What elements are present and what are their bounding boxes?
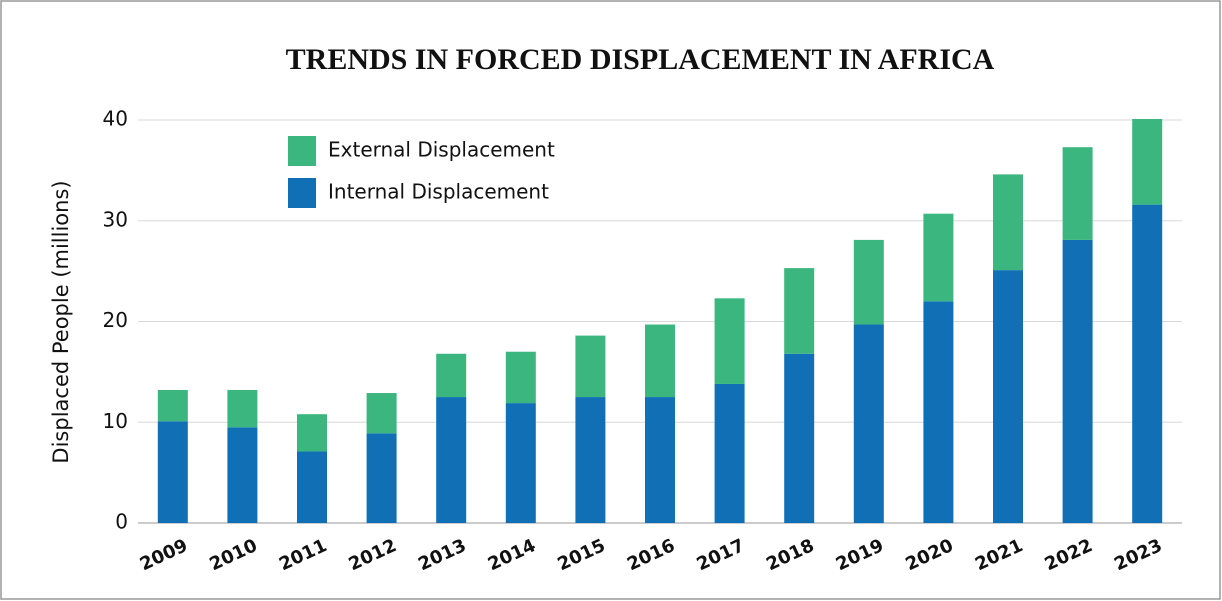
legend-label: External Displacement bbox=[328, 138, 555, 162]
bar-segment bbox=[714, 383, 745, 523]
bar-segment bbox=[575, 397, 606, 523]
bar-segment bbox=[714, 298, 745, 384]
bar-segment bbox=[1062, 147, 1093, 240]
bar-segment bbox=[993, 270, 1023, 523]
bar-segment bbox=[993, 174, 1023, 271]
bar-segment bbox=[297, 451, 327, 523]
bar-segment bbox=[645, 324, 675, 398]
y-tick-label: 0 bbox=[115, 510, 128, 534]
bar-segment bbox=[505, 403, 536, 523]
chart-title: TRENDS IN FORCED DISPLACEMENT IN AFRICA bbox=[286, 43, 995, 76]
bar-segment bbox=[436, 397, 467, 523]
bar-segment bbox=[227, 390, 258, 428]
legend-swatch bbox=[288, 136, 316, 166]
bar-segment bbox=[575, 335, 606, 398]
y-tick-label: 40 bbox=[103, 107, 128, 131]
bar-segment bbox=[157, 390, 188, 422]
y-axis-label: Displaced People (millions) bbox=[49, 180, 73, 463]
bar-segment bbox=[1132, 204, 1163, 523]
bar-segment bbox=[853, 324, 884, 523]
legend-label: Internal Displacement bbox=[328, 180, 549, 204]
bar-segment bbox=[923, 301, 954, 523]
y-tick-label: 10 bbox=[103, 409, 128, 433]
y-tick-label: 30 bbox=[103, 207, 128, 231]
bar-segment bbox=[227, 427, 258, 523]
bar-segment bbox=[297, 414, 327, 452]
bar-segment bbox=[784, 268, 815, 354]
bar-segment bbox=[645, 397, 675, 523]
legend-swatch bbox=[288, 178, 316, 208]
bar-segment bbox=[1062, 239, 1093, 523]
bar-segment bbox=[366, 433, 397, 523]
bar-segment bbox=[853, 239, 884, 325]
bar-segment bbox=[157, 421, 188, 523]
bar-segment bbox=[923, 213, 954, 302]
bar-segment bbox=[1132, 118, 1163, 205]
y-tick-label: 20 bbox=[103, 308, 128, 332]
bar-segment bbox=[784, 353, 815, 523]
bar-segment bbox=[436, 353, 467, 398]
bar-segment bbox=[366, 393, 397, 434]
bar-segment bbox=[505, 351, 536, 404]
